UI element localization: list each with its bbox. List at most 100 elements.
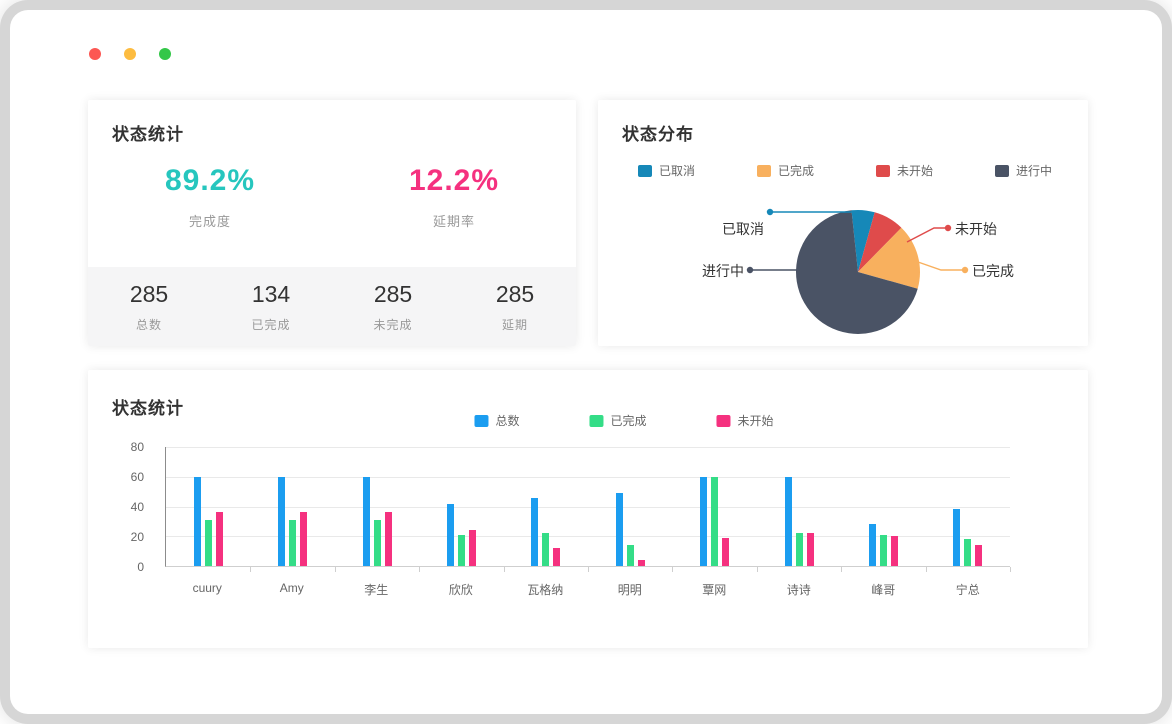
summary-stat-label: 延期 [501, 318, 528, 332]
bar[interactable] [711, 476, 719, 566]
bar[interactable] [615, 493, 623, 566]
summary-stat-value: 285 [495, 281, 535, 307]
bar[interactable] [953, 509, 961, 566]
gridline [166, 476, 1010, 478]
pie-callout-line [917, 261, 965, 271]
legend-swatch [474, 414, 489, 427]
y-axis-labels: 0 20 40 60 80 [118, 440, 154, 574]
bar[interactable] [468, 530, 476, 566]
x-category-label: 宁总 [955, 583, 980, 597]
legend-item[interactable]: 已取消 [638, 162, 695, 179]
x-axis-labels: cuury Amy 李生 欣欣 瓦格纳 明明 覃网 诗诗 峰哥 宁总 [165, 581, 1010, 598]
pie-callout-line [906, 227, 948, 243]
bar[interactable] [964, 539, 972, 566]
bar-group [166, 447, 252, 572]
pie-slice[interactable] [858, 212, 902, 272]
x-category-label: 峰哥 [871, 583, 896, 597]
gridline [166, 536, 1010, 538]
bar-group [588, 447, 674, 572]
bar[interactable] [278, 476, 286, 566]
bar[interactable] [300, 512, 308, 566]
gridline [166, 506, 1010, 508]
bar[interactable] [868, 524, 876, 566]
bar[interactable] [446, 503, 454, 566]
pie-slice[interactable] [851, 209, 875, 272]
bar-card-title: 状态统计 [112, 399, 184, 418]
minimize-button[interactable] [124, 48, 136, 60]
x-category-label: Amy [279, 581, 304, 595]
legend-item[interactable]: 总数 [474, 412, 519, 429]
pie-chart: 已取消 未开始 已完成 进行中 [598, 100, 1088, 346]
legend-item[interactable]: 已完成 [757, 162, 814, 179]
bar[interactable] [215, 512, 223, 566]
bar[interactable] [362, 476, 370, 566]
legend-swatch [876, 164, 891, 177]
bar-group [250, 447, 337, 572]
completion-rate-value: 89.2% [164, 164, 256, 197]
bar[interactable] [289, 519, 297, 566]
bar[interactable] [457, 534, 465, 566]
legend-swatch [589, 414, 604, 427]
completion-rate-label: 完成度 [188, 214, 231, 229]
y-axis-tick: 0 [137, 560, 144, 574]
legend-label: 总数 [495, 414, 520, 428]
delay-rate-label: 延期率 [432, 214, 475, 229]
completion-kpi: 89.2% 完成度 [88, 164, 332, 230]
summary-stat: 285 延期 [454, 267, 576, 346]
bar[interactable] [975, 545, 983, 566]
x-category-label: 瓦格纳 [527, 583, 564, 597]
bar-groups [166, 447, 1012, 572]
summary-stat-value: 285 [373, 281, 413, 307]
legend-item[interactable]: 未开始 [716, 412, 774, 429]
bar-plot-area [165, 447, 1012, 572]
summary-stat-label: 已完成 [251, 318, 291, 332]
status-stats-card: 状态统计 89.2% 完成度 12.2% 延期率 285 总数 134 已完成 285 未… [88, 100, 576, 346]
bar[interactable] [700, 476, 708, 566]
bar[interactable] [795, 533, 803, 566]
bar[interactable] [637, 560, 645, 566]
bar[interactable] [722, 537, 730, 566]
legend-item[interactable]: 进行中 [995, 162, 1052, 179]
legend-item[interactable]: 未开始 [876, 162, 933, 179]
pie-callout-dot [766, 208, 774, 216]
summary-stat-label: 总数 [135, 318, 162, 332]
bar[interactable] [384, 512, 392, 566]
pie-slice-label: 已完成 [972, 263, 1014, 279]
bar[interactable] [806, 533, 814, 566]
x-category-label: 覃网 [702, 583, 727, 597]
bar[interactable] [373, 519, 381, 566]
legend-label: 未开始 [897, 164, 934, 178]
summary-strip: 285 总数 134 已完成 285 未完成 285 延期 [88, 267, 576, 346]
y-axis-tick: 40 [130, 500, 144, 514]
bar[interactable] [553, 548, 561, 566]
bar[interactable] [626, 545, 634, 566]
fullscreen-button[interactable] [159, 48, 171, 60]
summary-stat: 285 总数 [88, 267, 210, 346]
legend-item[interactable]: 已完成 [589, 412, 647, 429]
x-category-label: cuury [192, 581, 222, 595]
bar[interactable] [890, 536, 898, 566]
bar[interactable] [204, 519, 212, 566]
bar-group [504, 447, 590, 572]
y-axis-tick: 80 [130, 440, 144, 454]
legend-label: 已完成 [778, 164, 815, 178]
x-category-label: 欣欣 [448, 583, 473, 597]
summary-stat: 134 已完成 [210, 267, 332, 346]
bar[interactable] [193, 476, 201, 566]
bar[interactable] [784, 476, 792, 566]
legend-label: 进行中 [1016, 164, 1053, 178]
close-button[interactable] [89, 48, 101, 60]
x-category-label: 李生 [364, 583, 389, 597]
bar[interactable] [542, 533, 550, 566]
bar-group [335, 447, 421, 572]
status-distribution-card: 状态分布 已取消 未开始 已完成 进行中 已取消 已完成 未开始 进行中 [598, 100, 1088, 346]
bar-group [841, 447, 928, 572]
delay-kpi: 12.2% 延期率 [332, 164, 576, 230]
bar-group [419, 447, 506, 572]
summary-stat-label: 未完成 [373, 318, 413, 332]
pie-slice[interactable] [858, 227, 920, 289]
bar[interactable] [879, 534, 887, 566]
bar[interactable] [531, 497, 539, 566]
pie-legend: 已取消 已完成 未开始 进行中 [638, 162, 1052, 179]
pie-slice[interactable] [796, 210, 918, 334]
